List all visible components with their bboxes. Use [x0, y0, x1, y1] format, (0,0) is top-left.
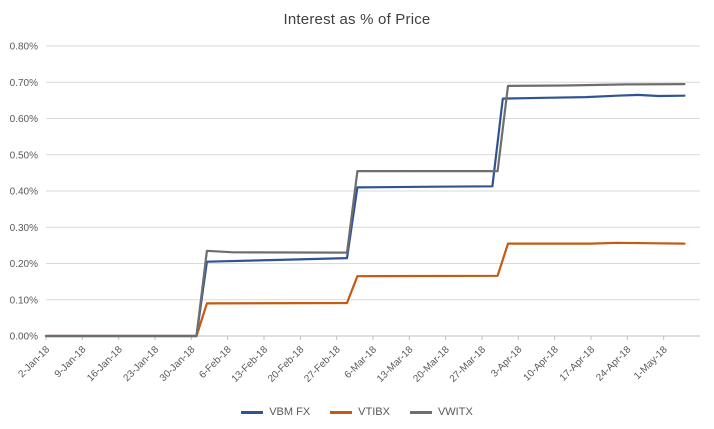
y-axis-tick-label: 0.80%	[10, 42, 38, 53]
series-line-vtibx	[44, 241, 686, 338]
x-axis-tick-label: 6-Feb-18	[197, 344, 234, 381]
x-axis-tick-label: 27-Mar-18	[448, 344, 489, 385]
legend-swatch-vbmfx	[241, 410, 264, 414]
y-axis-tick-label: 0.20%	[10, 259, 38, 270]
x-axis-tick-label: 9-Jan-18	[53, 344, 89, 380]
x-axis-tick-label: 1-May-18	[632, 344, 670, 382]
x-axis-tick-label: 17-Apr-18	[558, 344, 598, 384]
legend-swatch-vwitx	[409, 410, 432, 414]
y-axis-tick-label: 0.00%	[10, 332, 38, 343]
y-axis-tick-label: 0.10%	[10, 295, 38, 306]
chart-legend: VBM FX VTIBX VWITX	[0, 406, 714, 418]
series-line-vwitx	[44, 82, 686, 338]
legend-label-vtibx: VTIBX	[358, 406, 390, 418]
legend-item-vbmfx: VBM FX	[241, 406, 310, 418]
legend-item-vwitx: VWITX	[409, 406, 473, 418]
x-axis-tick-label: 16-Jan-18	[85, 344, 125, 384]
x-axis-tick-label: 27-Feb-18	[302, 344, 343, 385]
x-axis-tick-label: 2-Jan-18	[16, 344, 52, 380]
y-axis-tick-label: 0.40%	[10, 187, 38, 198]
y-axis-tick-label: 0.30%	[10, 223, 38, 234]
legend-swatch-vtibx	[330, 410, 353, 414]
y-axis-tick-label: 0.60%	[10, 114, 38, 125]
x-axis-tick-label: 13-Mar-18	[375, 344, 416, 385]
y-axis-tick-label: 0.70%	[10, 78, 38, 89]
x-axis-tick-label: 30-Jan-18	[158, 344, 198, 384]
x-axis-tick-label: 23-Jan-18	[122, 344, 162, 384]
x-axis-tick-label: 3-Apr-18	[489, 344, 525, 380]
x-axis-tick-label: 10-Apr-18	[522, 344, 562, 384]
x-axis-tick-label: 20-Mar-18	[411, 344, 452, 385]
chart-title: Interest as % of Price	[283, 11, 431, 28]
series-line-vbmfx	[44, 93, 686, 338]
legend-label-vwitx: VWITX	[437, 406, 473, 418]
x-axis-tick-label: 24-Apr-18	[594, 344, 634, 384]
x-axis-tick-label: 6-Mar-18	[343, 344, 380, 381]
x-axis-tick-label: 13-Feb-18	[230, 344, 271, 385]
legend-label-vbmfx: VBM FX	[269, 406, 311, 418]
y-axis-tick-label: 0.50%	[10, 150, 38, 161]
x-axis-tick-label: 20-Feb-18	[266, 344, 307, 385]
legend-item-vtibx: VTIBX	[330, 406, 390, 418]
